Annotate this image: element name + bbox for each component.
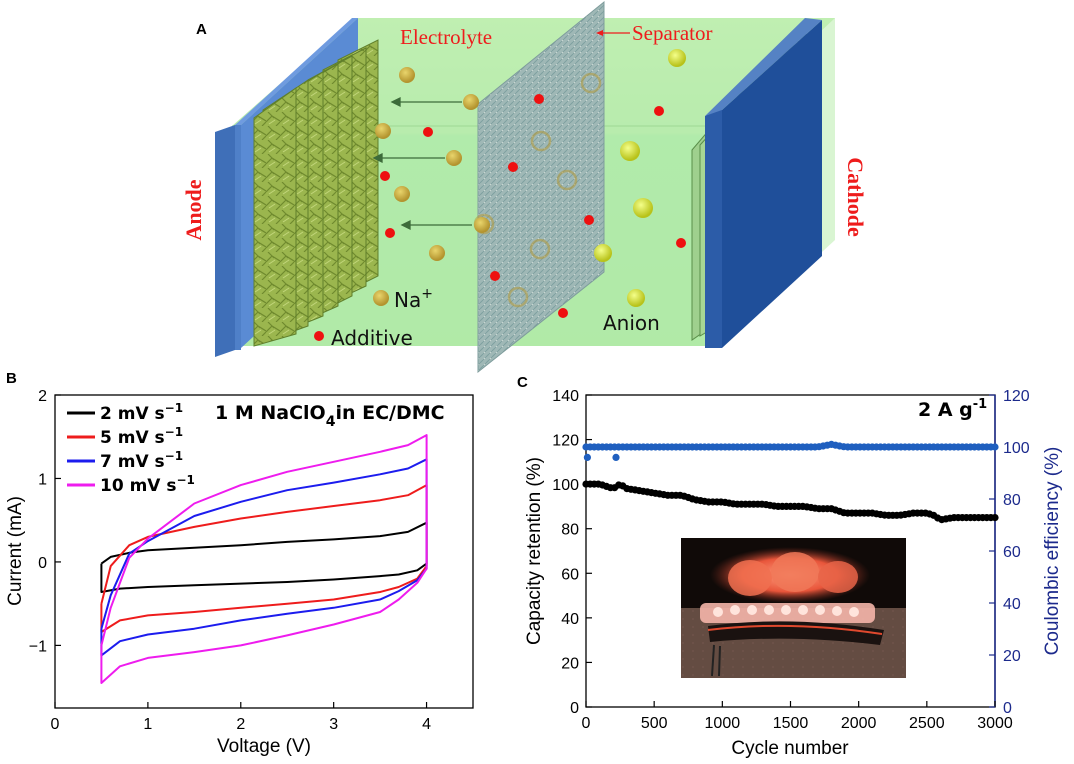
sodium-ions (373, 67, 490, 306)
coulombic-y-tick-label: 120 (1003, 388, 1030, 405)
legend-label-1: 2 mV s−1 (100, 401, 183, 424)
coulombic-y-tick-label: 80 (1003, 492, 1021, 509)
capacity-axis-title: Capacity retention (%) (524, 457, 545, 645)
capacity-point (991, 514, 999, 522)
coulombic-y-tick-label: 40 (1003, 596, 1021, 613)
cathode-label: Cathode (843, 157, 868, 237)
coulombic-outlier-point (612, 453, 620, 461)
cycling-points (582, 440, 999, 524)
cycle-x-tick-label: 3000 (977, 715, 1013, 732)
coulombic-outlier-point (583, 453, 592, 461)
cycle-x-tick-label: 0 (582, 715, 591, 732)
cv-y-axis-title: Current (mA) (5, 496, 26, 606)
additive-label: Additive (331, 326, 413, 350)
coulombic-y-tick-label: 20 (1003, 648, 1021, 665)
cycle-x-tick-label: 2000 (841, 715, 877, 732)
anode-label: Anode (181, 179, 206, 240)
capacity-y-tick-label: 100 (552, 477, 579, 494)
separator-label: Separator (632, 21, 712, 45)
led-inset-photo (681, 538, 906, 678)
anions (594, 49, 686, 307)
cv-plot-frame (54, 394, 474, 709)
cv-legend: 2 mV s−15 mV s−17 mV s−110 mV s−1 (67, 401, 195, 496)
capacity-y-tick-label: 120 (552, 433, 579, 450)
coulombic-point (991, 443, 999, 451)
anode-active-material (253, 39, 379, 347)
coulombic-y-tick-label: 0 (1003, 700, 1012, 717)
additive-molecules (314, 94, 686, 341)
cv-x-tick-label: 1 (143, 716, 152, 733)
cv-curve-2 (100, 484, 428, 633)
cv-curve-4 (100, 434, 428, 684)
cv-electrolyte-title: 1 M NaClO4in EC/DMC (215, 402, 445, 430)
panel-b-cv-chart: B 0 1 2 3 4 −1 0 1 2 2 mV s−15 mV s−17 mV s−110 … (5, 370, 474, 757)
legend-label-2: 5 mV s−1 (100, 425, 183, 448)
cathode-plate (705, 18, 822, 348)
cv-x-axis-title: Voltage (V) (217, 736, 311, 757)
cv-y-tick-label: 1 (38, 471, 47, 488)
separator-pointer-head (596, 30, 603, 36)
legend-label-4: 10 mV s−1 (100, 473, 195, 496)
cv-curves (100, 434, 428, 684)
capacity-y-tick-label: 0 (570, 700, 579, 717)
panel-c-cycling-chart: C 0 500 1000 1500 2000 2500 300002040608010012… (517, 374, 1063, 759)
legend-label-3: 7 mV s−1 (100, 449, 183, 472)
cv-y-tick-label: −1 (29, 638, 47, 655)
cycle-x-tick-label: 2500 (909, 715, 945, 732)
cv-axis-ticks: 0 1 2 3 4 −1 0 1 2 (29, 388, 431, 733)
cycling-x-axis-title: Cycle number (731, 738, 849, 759)
capacity-y-tick-label: 20 (561, 655, 579, 672)
cv-x-tick-label: 2 (236, 716, 245, 733)
cv-curve-1 (100, 521, 428, 593)
cv-x-tick-label: 3 (329, 716, 338, 733)
coulombic-axis-title: Coulombic efficiency (%) (1042, 447, 1063, 656)
sodium-ion-label: Na+ (394, 286, 433, 312)
cycling-axis-ticks: 0 500 1000 1500 2000 2500 30000204060801001201… (552, 388, 1030, 732)
coulombic-y-tick-label: 100 (1003, 440, 1030, 457)
anion-label: Anion (603, 311, 660, 335)
panel-b-letter: B (6, 370, 17, 387)
cycle-x-tick-label: 1500 (773, 715, 809, 732)
panel-a-battery-schematic: A (181, 0, 868, 374)
electrolyte-label: Electrolyte (400, 25, 492, 49)
capacity-y-tick-label: 60 (561, 566, 579, 583)
ion-flow-arrows (372, 96, 472, 231)
cv-x-tick-label: 0 (51, 716, 60, 733)
cycle-x-tick-label: 1000 (705, 715, 741, 732)
capacity-y-tick-label: 140 (552, 388, 579, 405)
cv-y-tick-label: 2 (38, 388, 47, 405)
cycle-x-tick-label: 500 (641, 715, 668, 732)
cv-y-tick-label: 0 (38, 555, 47, 572)
capacity-y-tick-label: 40 (561, 611, 579, 628)
cv-x-tick-label: 4 (422, 716, 431, 733)
panel-a-letter: A (196, 21, 207, 38)
coulombic-y-tick-label: 60 (1003, 544, 1021, 561)
panel-c-letter: C (517, 374, 528, 391)
current-density-annotation: 2 A g-1 (918, 397, 987, 421)
capacity-y-tick-label: 80 (561, 522, 579, 539)
